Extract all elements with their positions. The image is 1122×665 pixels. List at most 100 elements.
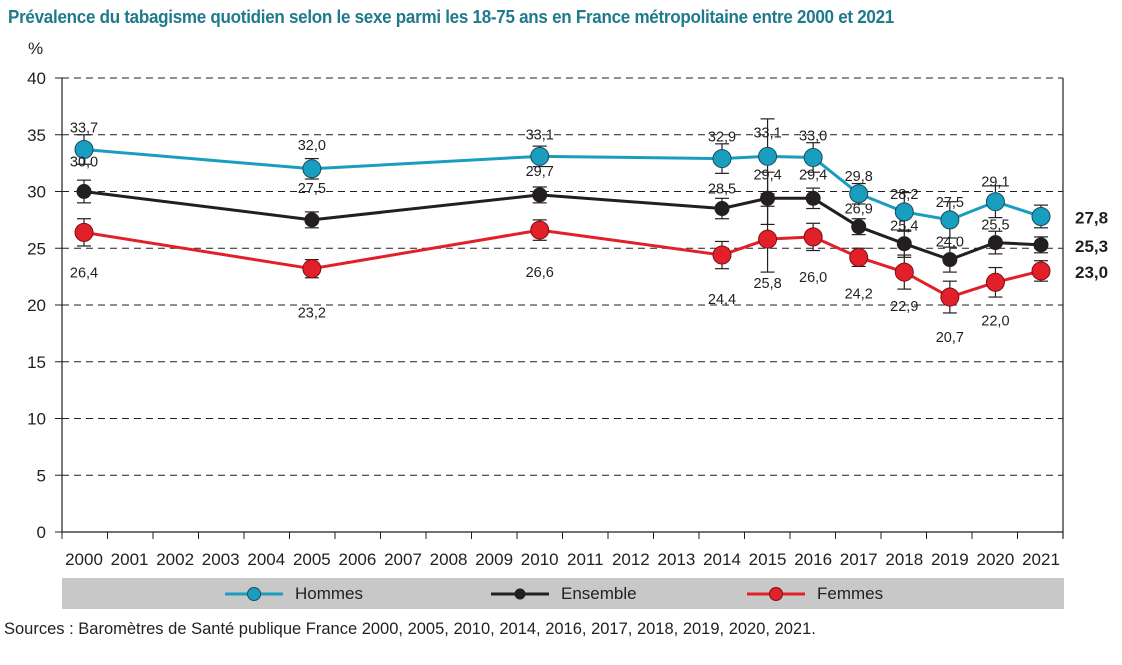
- data-label-ensemble: 29,7: [526, 164, 554, 180]
- x-tick-label: 2017: [840, 550, 878, 569]
- data-label-hommes: 29,1: [981, 175, 1009, 191]
- x-tick-label: 2000: [65, 550, 103, 569]
- x-tick-label: 2004: [247, 550, 285, 569]
- data-point-ensemble: [76, 184, 92, 199]
- data-point-hommes: [803, 147, 823, 167]
- x-tick-label: 2019: [931, 550, 969, 569]
- x-tick-label: 2016: [794, 550, 832, 569]
- data-point-hommes: [530, 146, 550, 166]
- y-tick-label: 5: [37, 466, 46, 485]
- legend-item-hommes: Hommes: [225, 578, 363, 609]
- data-point-ensemble: [896, 236, 912, 252]
- data-point-hommes: [985, 192, 1005, 212]
- data-label-femmes: 26,4: [70, 265, 98, 281]
- data-label-hommes: 27,5: [936, 195, 964, 211]
- data-label-ensemble: 29,4: [799, 167, 827, 183]
- data-label-femmes: 22,9: [890, 299, 918, 315]
- end-label-ensemble: 25,3: [1075, 237, 1108, 256]
- x-tick-label: 2006: [339, 550, 377, 569]
- data-label-ensemble: 25,5: [981, 218, 1009, 234]
- x-tick-label: 2012: [612, 550, 650, 569]
- data-label-ensemble: 29,4: [753, 167, 781, 183]
- data-point-femmes: [530, 220, 550, 240]
- data-point-hommes: [302, 159, 322, 179]
- data-label-hommes: 32,9: [708, 130, 736, 146]
- chart-title: Prévalence du tabagisme quotidien selon …: [8, 6, 895, 27]
- x-tick-label: 2009: [475, 550, 513, 569]
- data-point-femmes: [849, 247, 869, 267]
- x-tick-label: 2011: [567, 550, 604, 569]
- x-tick-label: 2008: [430, 550, 468, 569]
- data-point-femmes: [803, 227, 823, 247]
- data-point-femmes: [894, 262, 914, 282]
- x-tick-label: 2018: [885, 550, 923, 569]
- data-point-femmes: [712, 245, 732, 265]
- legend-label-hommes: Hommes: [295, 583, 364, 603]
- legend-marker-femmes-icon: [747, 586, 805, 601]
- legend-label-ensemble: Ensemble: [561, 583, 637, 603]
- x-tick-label: 2014: [703, 550, 741, 569]
- data-point-femmes: [74, 222, 94, 242]
- chart-plot: % 0 5 10 15 20 25 30 35 40 2000 2001 2002 2003 2004 200…: [27, 39, 1108, 569]
- x-tick-label: 2021: [1022, 550, 1060, 569]
- data-label-femmes: 22,0: [981, 313, 1009, 329]
- source-note: Sources : Baromètres de Santé publique F…: [4, 620, 816, 638]
- data-point-femmes: [1031, 261, 1051, 281]
- data-point-hommes: [1031, 206, 1051, 226]
- x-tick-label: 2020: [977, 550, 1015, 569]
- data-label-hommes: 32,0: [298, 138, 326, 154]
- data-label-femmes: 24,2: [845, 286, 873, 302]
- data-label-ensemble: 28,5: [708, 182, 736, 198]
- data-label-femmes: 26,6: [526, 265, 554, 281]
- data-label-hommes: 33,7: [70, 121, 98, 137]
- x-tick-label: 2002: [156, 550, 194, 569]
- data-point-ensemble: [760, 190, 776, 206]
- data-label-hommes: 28,2: [890, 187, 918, 203]
- x-tick-label: 2001: [111, 550, 149, 569]
- data-label-hommes: 33,1: [526, 127, 554, 143]
- data-point-femmes: [940, 287, 960, 307]
- data-label-femmes: 23,2: [298, 306, 326, 322]
- data-point-hommes: [74, 140, 94, 160]
- x-tick-label: 2015: [749, 550, 787, 569]
- data-point-hommes: [712, 149, 732, 169]
- data-label-hommes: 29,8: [845, 169, 873, 185]
- data-label-ensemble: 24,0: [936, 235, 964, 251]
- legend-label-femmes: Femmes: [817, 583, 884, 603]
- data-point-femmes: [985, 272, 1005, 292]
- data-label-hommes: 33,1: [753, 125, 781, 141]
- data-point-ensemble: [851, 219, 867, 235]
- data-label-ensemble: 30,0: [70, 155, 98, 171]
- end-label-femmes: 23,0: [1075, 263, 1108, 282]
- data-point-hommes: [758, 146, 778, 166]
- legend-marker-ensemble-icon: [491, 588, 549, 599]
- x-tick-label: 2003: [202, 550, 240, 569]
- data-point-ensemble: [805, 190, 821, 206]
- x-tick-label: 2007: [384, 550, 422, 569]
- y-tick-label: 30: [27, 183, 46, 202]
- data-point-ensemble: [304, 212, 320, 228]
- legend-item-ensemble: Ensemble: [491, 578, 637, 609]
- data-label-femmes: 26,0: [799, 270, 827, 286]
- y-tick-label: 10: [27, 410, 46, 429]
- legend: Hommes Ensemble Femmes: [62, 578, 1064, 609]
- data-label-femmes: 24,4: [708, 292, 736, 308]
- data-label-femmes: 25,8: [753, 276, 781, 292]
- data-point-ensemble: [942, 252, 958, 268]
- legend-item-femmes: Femmes: [747, 578, 883, 609]
- data-point-ensemble: [532, 187, 548, 203]
- data-point-ensemble: [987, 235, 1003, 251]
- x-tick-label: 2013: [658, 550, 696, 569]
- data-label-ensemble: 25,4: [890, 219, 918, 235]
- y-tick-label: 35: [27, 126, 46, 145]
- data-label-hommes: 33,0: [799, 128, 827, 144]
- x-tick-label: 2005: [293, 550, 331, 569]
- y-tick-label: 25: [27, 239, 46, 258]
- y-tick-label: 15: [27, 353, 46, 372]
- data-point-ensemble: [1033, 237, 1049, 253]
- y-tick-label: 0: [37, 523, 46, 542]
- y-axis-label: %: [28, 39, 43, 58]
- legend-marker-hommes-icon: [225, 586, 283, 601]
- y-tick-label: 20: [27, 296, 46, 315]
- data-point-femmes: [758, 229, 778, 249]
